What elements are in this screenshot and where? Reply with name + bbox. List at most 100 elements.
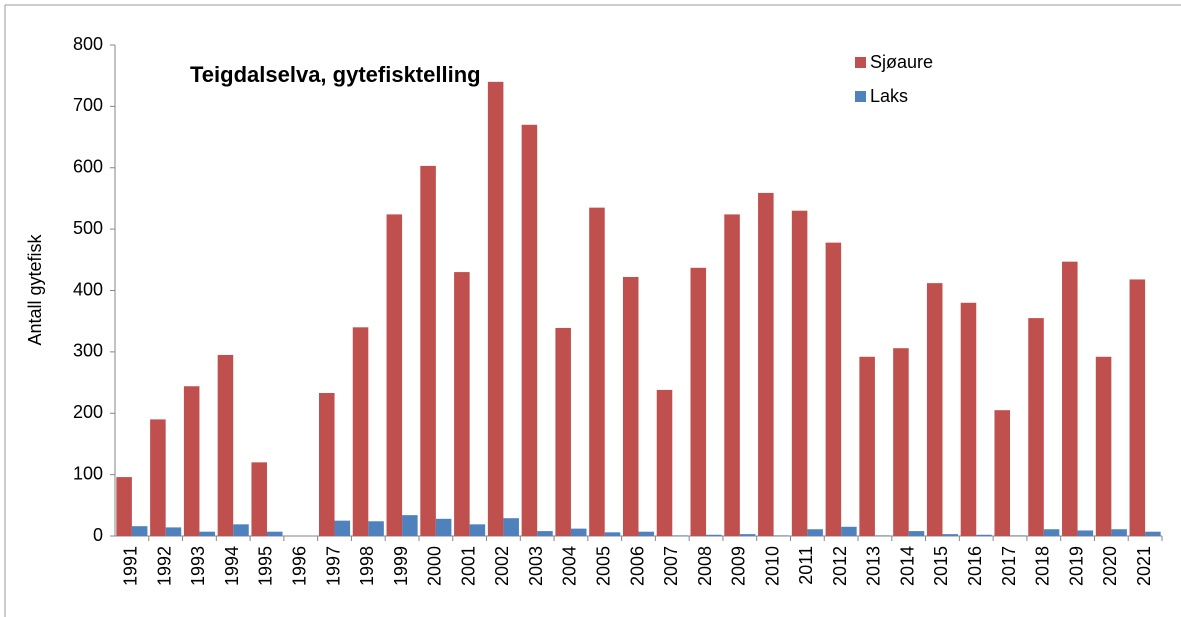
bar	[841, 526, 857, 536]
bar	[976, 534, 992, 536]
y-tick-label: 700	[73, 95, 103, 115]
bar	[825, 242, 842, 536]
x-tick-label: 1993	[188, 546, 208, 586]
x-tick-label: 1998	[357, 546, 377, 586]
x-tick-label: 2014	[897, 546, 917, 586]
legend-label: Sjøaure	[870, 52, 933, 72]
x-tick-label: 2008	[695, 546, 715, 586]
bar	[893, 348, 909, 536]
x-tick-label: 2015	[931, 546, 951, 586]
bar	[739, 534, 756, 536]
legend-label: Laks	[870, 86, 908, 106]
x-tick-label: 2002	[492, 546, 512, 586]
bar	[570, 528, 587, 536]
bar	[859, 356, 875, 536]
bar	[791, 210, 808, 536]
bar	[199, 531, 215, 536]
bar	[656, 389, 673, 536]
bar	[521, 124, 538, 536]
bar	[1129, 279, 1146, 536]
bar	[420, 165, 436, 536]
bar	[672, 535, 688, 536]
bar	[994, 410, 1011, 536]
x-tick-label: 1994	[222, 546, 242, 586]
bar	[334, 520, 351, 536]
bar	[589, 207, 605, 537]
bar	[555, 327, 571, 536]
bar	[150, 419, 166, 536]
x-tick-label: 1991	[121, 546, 141, 586]
bar	[537, 531, 553, 536]
y-tick-label: 100	[73, 463, 103, 483]
x-tick-label: 1997	[323, 546, 343, 586]
bar	[690, 267, 707, 536]
bar	[1028, 318, 1044, 536]
bar	[908, 531, 925, 536]
bar	[1077, 530, 1094, 536]
x-tick-label: 2012	[830, 546, 850, 586]
bar	[1010, 535, 1026, 536]
x-tick-label: 2020	[1100, 546, 1120, 586]
x-tick-label: 1995	[256, 546, 276, 586]
bar	[233, 524, 249, 536]
bar	[183, 386, 200, 536]
bar	[1062, 261, 1078, 536]
chart-title: Teigdalselva, gytefisktelling	[190, 62, 481, 87]
x-tick-label: 2010	[762, 546, 782, 586]
bar	[266, 531, 283, 536]
y-tick-label: 600	[73, 157, 103, 177]
bar	[386, 214, 403, 536]
x-tick-label: 2000	[425, 546, 445, 586]
y-tick-label: 500	[73, 218, 103, 238]
bar	[724, 214, 740, 536]
bar	[116, 477, 132, 536]
x-tick-label: 2021	[1134, 546, 1154, 586]
y-tick-label: 300	[73, 341, 103, 361]
bar	[435, 518, 452, 536]
bar	[487, 81, 504, 536]
bar	[960, 302, 977, 536]
bar	[622, 276, 639, 536]
x-tick-label: 2006	[627, 546, 647, 586]
bar	[638, 531, 655, 536]
y-tick-label: 0	[93, 525, 103, 545]
x-tick-label: 2011	[796, 546, 816, 585]
legend-swatch	[855, 91, 866, 102]
x-tick-label: 2019	[1066, 546, 1086, 586]
legend-swatch	[855, 57, 866, 68]
bar	[469, 524, 486, 536]
x-tick-label: 2004	[560, 546, 580, 586]
x-tick-label: 2007	[661, 546, 681, 586]
bar	[1095, 356, 1112, 536]
bar	[1111, 529, 1127, 536]
x-tick-label: 1999	[391, 546, 411, 586]
x-tick-label: 2017	[999, 546, 1019, 586]
x-tick-label: 2001	[458, 546, 478, 586]
x-tick-label: 2009	[729, 546, 749, 586]
y-tick-label: 800	[73, 34, 103, 54]
bar	[318, 392, 335, 536]
y-tick-label: 400	[73, 279, 103, 299]
bar	[503, 518, 519, 536]
bar	[368, 521, 384, 536]
bar	[942, 534, 959, 536]
bar	[926, 283, 943, 536]
bar	[402, 515, 418, 536]
y-axis-label: Antall gytefisk	[25, 233, 45, 345]
y-tick-label: 200	[73, 402, 103, 422]
bar	[454, 272, 470, 536]
bar	[807, 529, 823, 536]
bar	[217, 354, 234, 536]
x-tick-label: 1992	[154, 546, 174, 586]
bar	[352, 327, 369, 536]
x-tick-label: 2005	[593, 546, 613, 586]
bar	[251, 462, 267, 536]
x-tick-label: 1996	[290, 546, 310, 586]
bar	[758, 192, 774, 536]
bar	[604, 532, 621, 536]
x-tick-label: 2013	[864, 546, 884, 586]
x-tick-label: 2003	[526, 546, 546, 586]
bar	[773, 535, 790, 536]
bar	[131, 526, 148, 536]
